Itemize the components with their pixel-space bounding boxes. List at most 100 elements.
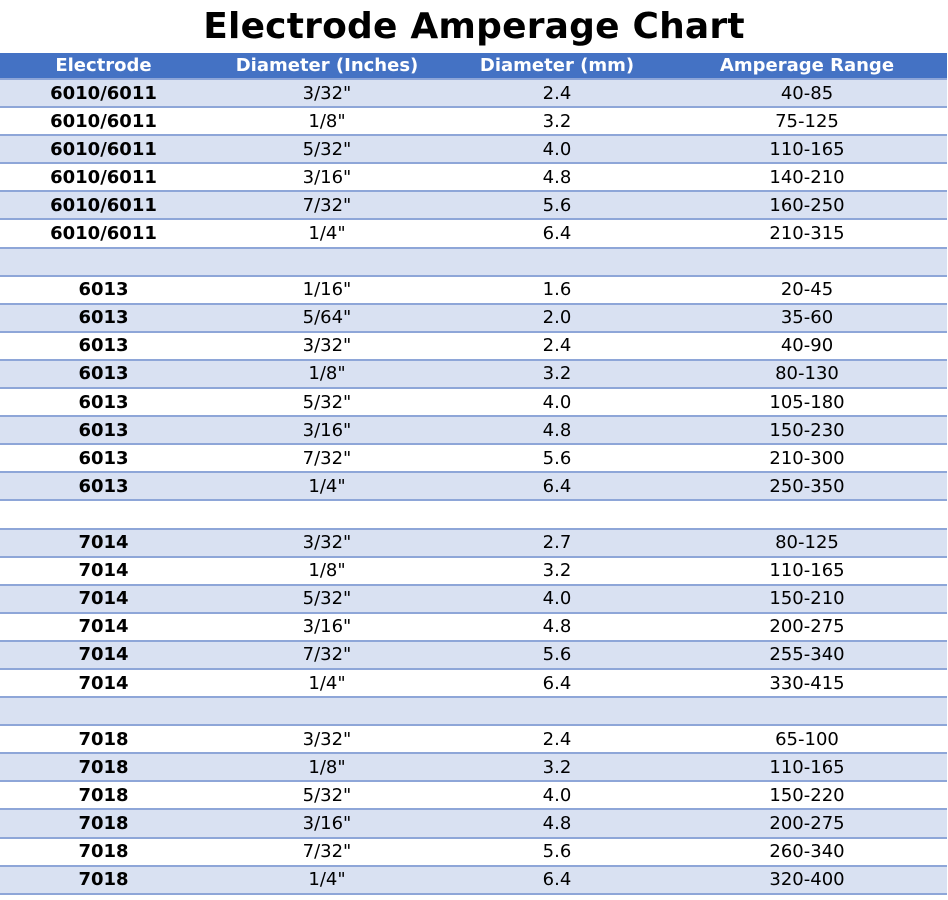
table-row — [0, 247, 947, 277]
table-row: 7018 3/32" 2.4 65-100 — [0, 725, 947, 755]
table-row — [0, 697, 947, 727]
cell-amperage-range: 210-315 — [667, 219, 947, 249]
cell-electrode: 6010/6011 — [0, 79, 207, 109]
cell-diameter-mm: 4.0 — [447, 135, 667, 165]
table-row: 7014 3/32" 2.7 80-125 — [0, 528, 947, 558]
cell-diameter-mm: 2.4 — [447, 331, 667, 361]
table-row: 7014 1/4" 6.4 330-415 — [0, 668, 947, 699]
table-row: 6013 1/16" 1.6 20-45 — [0, 275, 947, 305]
cell-amperage-range: 110-165 — [667, 135, 947, 165]
cell-diameter-inches: 5/32" — [207, 388, 447, 418]
cell-diameter-mm: 4.8 — [447, 809, 667, 839]
table-row: 6010/6011 7/32" 5.6 160-250 — [0, 191, 947, 221]
cell-diameter-inches: 1/4" — [207, 865, 447, 895]
cell-amperage-range: 260-340 — [667, 837, 947, 867]
table-row: 7018 3/16" 4.8 200-275 — [0, 809, 947, 839]
cell-electrode — [0, 500, 207, 530]
cell-amperage-range: 40-90 — [667, 331, 947, 361]
cell-electrode: 6010/6011 — [0, 219, 207, 249]
table-row: 7014 7/32" 5.6 255-340 — [0, 640, 947, 670]
cell-amperage-range: 150-210 — [667, 584, 947, 614]
cell-diameter-inches: 3/32" — [207, 528, 447, 558]
table-row: 6013 1/8" 3.2 80-130 — [0, 359, 947, 390]
cell-amperage-range: 200-275 — [667, 809, 947, 839]
cell-electrode — [0, 697, 207, 727]
cell-electrode: 6010/6011 — [0, 135, 207, 165]
cell-amperage-range — [667, 697, 947, 727]
cell-electrode: 7018 — [0, 809, 207, 839]
table-row: 6013 5/32" 4.0 105-180 — [0, 388, 947, 418]
cell-diameter-mm: 2.4 — [447, 725, 667, 755]
cell-diameter-mm: 6.4 — [447, 668, 667, 699]
cell-diameter-inches: 5/64" — [207, 303, 447, 333]
cell-diameter-mm: 3.2 — [447, 359, 667, 390]
cell-diameter-mm: 4.0 — [447, 781, 667, 811]
cell-amperage-range: 75-125 — [667, 107, 947, 137]
table-header-row: Electrode Diameter (Inches) Diameter (mm… — [0, 53, 947, 80]
table-row: 7014 1/8" 3.2 110-165 — [0, 556, 947, 586]
cell-electrode: 6013 — [0, 444, 207, 474]
table-row: 6010/6011 5/32" 4.0 110-165 — [0, 135, 947, 165]
cell-electrode: 7018 — [0, 865, 207, 895]
cell-amperage-range: 250-350 — [667, 472, 947, 502]
cell-diameter-mm — [447, 247, 667, 277]
table-row: 7014 5/32" 4.0 150-210 — [0, 584, 947, 614]
cell-diameter-inches: 1/16" — [207, 275, 447, 305]
table-row: 7018 1/4" 6.4 320-400 — [0, 865, 947, 895]
amperage-table: Electrode Diameter (Inches) Diameter (mm… — [0, 53, 947, 895]
cell-diameter-inches: 1/8" — [207, 753, 447, 783]
cell-electrode: 7018 — [0, 781, 207, 811]
cell-amperage-range — [667, 247, 947, 277]
table-row: 7014 3/16" 4.8 200-275 — [0, 612, 947, 642]
cell-electrode: 7014 — [0, 612, 207, 642]
column-header-amperage-range: Amperage Range — [667, 53, 947, 80]
table-row — [0, 500, 947, 530]
cell-diameter-inches: 1/8" — [207, 556, 447, 586]
cell-diameter-inches: 3/32" — [207, 79, 447, 109]
cell-amperage-range: 150-220 — [667, 781, 947, 811]
cell-diameter-mm: 4.0 — [447, 388, 667, 418]
cell-amperage-range: 200-275 — [667, 612, 947, 642]
cell-diameter-inches: 3/16" — [207, 612, 447, 642]
cell-diameter-mm: 6.4 — [447, 865, 667, 895]
table-row: 6010/6011 1/4" 6.4 210-315 — [0, 219, 947, 249]
cell-amperage-range: 330-415 — [667, 668, 947, 699]
table-row: 6010/6011 1/8" 3.2 75-125 — [0, 107, 947, 137]
cell-electrode: 6013 — [0, 388, 207, 418]
chart-title: Electrode Amperage Chart — [203, 6, 745, 47]
cell-amperage-range: 320-400 — [667, 865, 947, 895]
cell-electrode: 6010/6011 — [0, 163, 207, 193]
cell-diameter-inches: 7/32" — [207, 837, 447, 867]
cell-amperage-range: 105-180 — [667, 388, 947, 418]
cell-diameter-mm: 5.6 — [447, 837, 667, 867]
cell-electrode: 7014 — [0, 668, 207, 699]
cell-diameter-mm: 5.6 — [447, 191, 667, 221]
cell-amperage-range: 80-130 — [667, 359, 947, 390]
cell-diameter-inches: 5/32" — [207, 135, 447, 165]
cell-electrode: 6010/6011 — [0, 107, 207, 137]
cell-amperage-range: 20-45 — [667, 275, 947, 305]
cell-diameter-inches: 5/32" — [207, 781, 447, 811]
cell-diameter-inches: 3/16" — [207, 163, 447, 193]
cell-diameter-inches: 1/4" — [207, 219, 447, 249]
cell-electrode: 6013 — [0, 303, 207, 333]
column-header-electrode: Electrode — [0, 53, 207, 80]
table-row: 6013 3/32" 2.4 40-90 — [0, 331, 947, 361]
cell-diameter-mm: 6.4 — [447, 472, 667, 502]
cell-amperage-range — [667, 500, 947, 530]
cell-electrode: 6013 — [0, 331, 207, 361]
cell-electrode: 7014 — [0, 556, 207, 586]
cell-diameter-mm: 2.0 — [447, 303, 667, 333]
cell-diameter-inches: 3/32" — [207, 331, 447, 361]
cell-electrode: 6013 — [0, 472, 207, 502]
cell-amperage-range: 150-230 — [667, 416, 947, 446]
cell-electrode: 6013 — [0, 275, 207, 305]
cell-diameter-mm: 4.8 — [447, 612, 667, 642]
table-row: 6013 1/4" 6.4 250-350 — [0, 472, 947, 502]
table-row: 6013 7/32" 5.6 210-300 — [0, 444, 947, 474]
cell-diameter-inches: 7/32" — [207, 191, 447, 221]
cell-diameter-mm: 2.7 — [447, 528, 667, 558]
cell-amperage-range: 255-340 — [667, 640, 947, 670]
table-row: 7018 1/8" 3.2 110-165 — [0, 753, 947, 783]
cell-electrode: 7014 — [0, 640, 207, 670]
